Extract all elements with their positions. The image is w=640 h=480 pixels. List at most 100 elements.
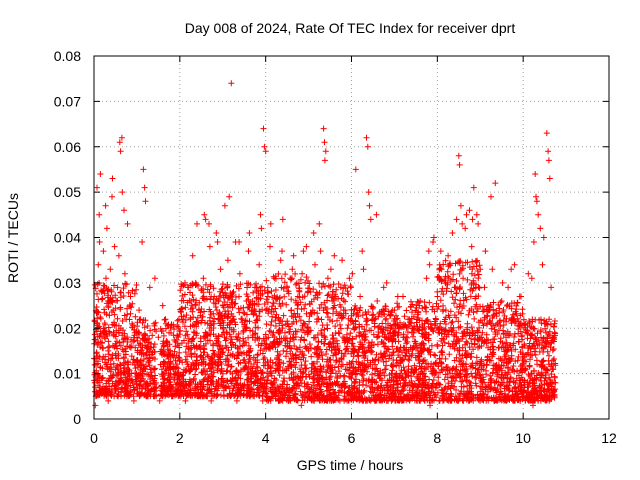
data-point: [142, 198, 149, 205]
data-point: [253, 317, 260, 324]
data-point: [113, 372, 120, 379]
data-point: [161, 316, 168, 323]
data-point: [339, 257, 346, 264]
data-point: [115, 252, 122, 259]
data-point: [96, 333, 103, 339]
data-point: [281, 279, 288, 286]
data-point: [526, 362, 533, 369]
data-point: [211, 351, 218, 358]
data-point: [272, 305, 279, 312]
data-point: [201, 335, 208, 342]
data-point: [155, 334, 162, 341]
data-point: [252, 308, 259, 315]
data-point: [224, 377, 231, 384]
data-point: [204, 381, 211, 388]
data-point: [272, 360, 279, 367]
data-point: [109, 355, 116, 362]
data-point: [140, 383, 147, 390]
data-point: [267, 322, 274, 329]
data-point: [275, 270, 282, 277]
data-point: [120, 348, 127, 355]
data-point: [232, 294, 239, 300]
data-point: [248, 385, 255, 392]
data-point: [97, 328, 104, 335]
data-point: [181, 366, 187, 373]
data-point: [262, 331, 269, 338]
data-point: [369, 348, 376, 355]
data-point: [193, 323, 200, 330]
data-point: [290, 252, 297, 259]
data-point: [164, 339, 171, 346]
data-point: [231, 392, 238, 399]
data-point: [367, 216, 374, 223]
data-point: [139, 319, 146, 326]
data-point: [394, 304, 401, 311]
data-point: [286, 358, 293, 365]
data-point: [282, 391, 289, 398]
data-point: [279, 383, 286, 390]
data-point: [109, 193, 115, 200]
data-point: [199, 295, 206, 302]
data-point: [222, 308, 229, 315]
data-point: [437, 265, 444, 272]
data-point: [373, 211, 380, 218]
data-point: [342, 307, 349, 314]
y-tick-label: 0.08: [54, 48, 81, 64]
data-point: [208, 397, 215, 404]
data-point: [167, 387, 174, 394]
data-point: [107, 266, 114, 273]
data-point: [233, 367, 239, 374]
data-point: [95, 261, 102, 268]
data-point: [268, 288, 275, 295]
data-point: [426, 376, 433, 383]
data-point: [225, 347, 232, 354]
data-point: [114, 315, 121, 322]
data-point: [245, 248, 252, 255]
data-point: [473, 211, 480, 218]
data-point: [237, 392, 244, 399]
data-point: [468, 335, 474, 342]
data-point: [369, 371, 375, 378]
data-point: [131, 326, 138, 333]
data-point: [247, 356, 254, 362]
data-point: [330, 281, 337, 288]
data-point: [113, 327, 120, 334]
data-point: [181, 323, 188, 330]
data-point: [143, 337, 150, 344]
data-point: [237, 281, 244, 288]
data-point: [434, 343, 441, 350]
data-point: [277, 257, 284, 264]
data-point: [211, 300, 217, 306]
data-point: [446, 261, 453, 268]
data-point: [185, 380, 192, 387]
data-point: [217, 342, 224, 349]
data-point: [537, 225, 544, 232]
data-point: [449, 318, 456, 325]
data-point: [543, 130, 550, 137]
data-point: [469, 216, 476, 223]
data-point: [197, 346, 204, 353]
data-point: [124, 220, 131, 227]
data-point: [226, 331, 233, 338]
data-point: [263, 335, 270, 342]
data-point: [209, 354, 216, 361]
data-point: [215, 385, 222, 392]
data-point: [289, 275, 295, 282]
data-point: [169, 352, 176, 359]
data-point: [255, 287, 262, 294]
data-point: [188, 298, 194, 304]
data-point: [464, 320, 471, 327]
data-point: [171, 326, 177, 333]
data-point: [351, 306, 358, 313]
data-point: [170, 332, 177, 339]
data-point: [210, 296, 217, 303]
data-point: [161, 384, 168, 391]
points-layer: [91, 80, 559, 409]
data-point: [100, 248, 107, 255]
data-point: [146, 355, 153, 362]
data-point: [269, 313, 276, 320]
data-point: [267, 357, 274, 364]
data-point: [204, 332, 211, 339]
data-point: [226, 193, 233, 200]
data-point: [234, 344, 241, 351]
